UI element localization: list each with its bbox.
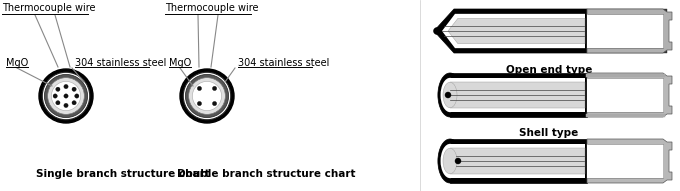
Circle shape <box>72 101 76 105</box>
Polygon shape <box>587 14 663 48</box>
Polygon shape <box>448 18 585 44</box>
Circle shape <box>212 86 217 91</box>
Polygon shape <box>587 73 672 117</box>
Polygon shape <box>450 73 587 117</box>
Circle shape <box>52 81 80 111</box>
Polygon shape <box>450 78 585 112</box>
Text: 304 stainless steel: 304 stainless steel <box>75 58 167 68</box>
Circle shape <box>445 92 451 98</box>
Polygon shape <box>587 144 663 178</box>
Circle shape <box>56 101 60 105</box>
Ellipse shape <box>443 148 457 174</box>
Circle shape <box>186 74 228 118</box>
Polygon shape <box>450 139 587 183</box>
Polygon shape <box>587 48 667 53</box>
Circle shape <box>75 94 79 98</box>
Circle shape <box>39 69 93 123</box>
Circle shape <box>180 69 234 123</box>
Polygon shape <box>450 82 585 108</box>
Circle shape <box>64 84 68 89</box>
Polygon shape <box>442 14 585 48</box>
Text: MgO: MgO <box>169 58 191 68</box>
Circle shape <box>212 101 217 106</box>
Polygon shape <box>434 9 587 53</box>
Circle shape <box>64 103 68 108</box>
Circle shape <box>42 72 90 120</box>
Polygon shape <box>450 148 585 174</box>
Circle shape <box>56 87 60 91</box>
Text: Open end type: Open end type <box>506 65 592 75</box>
Ellipse shape <box>438 73 462 117</box>
Text: Thermocouple wire: Thermocouple wire <box>2 3 95 13</box>
Ellipse shape <box>441 144 460 178</box>
Text: Thermocouple wire: Thermocouple wire <box>165 3 258 13</box>
Circle shape <box>192 81 222 111</box>
Circle shape <box>197 101 201 106</box>
Circle shape <box>197 86 201 91</box>
Circle shape <box>72 87 76 91</box>
Text: MgO: MgO <box>6 58 29 68</box>
Circle shape <box>64 94 68 98</box>
Polygon shape <box>587 9 667 14</box>
Circle shape <box>188 78 225 114</box>
Polygon shape <box>587 9 672 53</box>
Text: 304 stainless steel: 304 stainless steel <box>238 58 329 68</box>
Circle shape <box>183 72 231 120</box>
Circle shape <box>44 74 88 118</box>
Polygon shape <box>587 78 663 112</box>
Text: Single branch structure chart: Single branch structure chart <box>36 169 209 179</box>
Text: Shell type: Shell type <box>520 128 579 138</box>
Ellipse shape <box>438 139 462 183</box>
Circle shape <box>434 28 441 35</box>
Ellipse shape <box>443 82 457 108</box>
Polygon shape <box>450 144 585 178</box>
Circle shape <box>455 158 461 164</box>
Circle shape <box>48 78 84 114</box>
Circle shape <box>53 94 57 98</box>
Ellipse shape <box>441 78 460 112</box>
Polygon shape <box>587 139 672 183</box>
Text: Double branch structure chart: Double branch structure chart <box>177 169 356 179</box>
